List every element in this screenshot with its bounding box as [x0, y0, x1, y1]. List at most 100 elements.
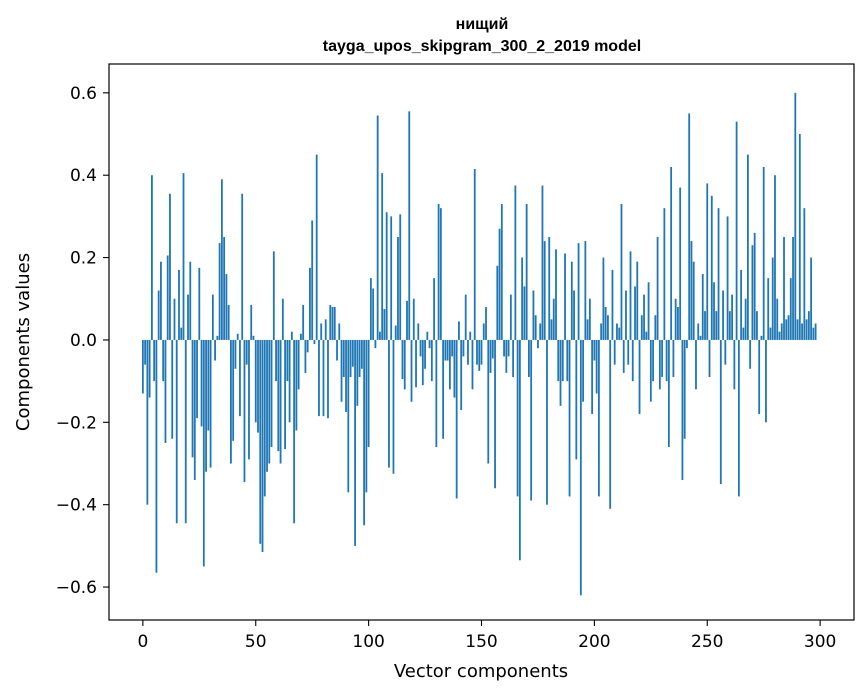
bar-109 [388, 339, 390, 468]
bar-78 [318, 339, 320, 417]
bar-224 [647, 282, 650, 340]
bar-128 [430, 339, 433, 382]
bar-83 [329, 304, 332, 340]
bar-65 [288, 339, 291, 423]
bar-164 [512, 339, 515, 378]
bar-259 [726, 216, 729, 340]
y-tick-label: −0.6 [56, 578, 97, 598]
bar-103 [374, 339, 377, 349]
bar-246 [697, 323, 700, 340]
bar-197 [586, 319, 589, 340]
bar-53 [261, 339, 264, 553]
y-tick-label: 0.6 [70, 84, 97, 104]
bar-280 [774, 175, 776, 340]
x-tick-label: 50 [245, 632, 267, 652]
bar-267 [744, 298, 747, 340]
bar-76 [313, 339, 316, 345]
bar-202 [597, 339, 600, 497]
bar-220 [638, 339, 641, 415]
bar-279 [771, 257, 774, 340]
bar-111 [392, 339, 395, 474]
bar-90 [345, 339, 347, 413]
bar-238 [679, 187, 682, 340]
bar-119 [410, 339, 413, 402]
bar-182 [552, 298, 555, 340]
bar-134 [444, 339, 447, 361]
bar-10 [164, 339, 167, 443]
bar-148 [476, 339, 478, 365]
bar-136 [448, 339, 451, 390]
y-axis-ticks: −0.6 −0.4 −0.2 0.0 0.2 0.4 0.6 [56, 84, 109, 598]
bar-61 [279, 339, 282, 464]
bar-165 [514, 185, 517, 340]
bar-270 [751, 245, 754, 340]
bar-225 [649, 339, 652, 402]
bar-101 [369, 278, 372, 340]
chart-title: нищий [456, 16, 509, 33]
bar-34 [218, 243, 221, 340]
bar-20 [187, 294, 189, 340]
x-axis-ticks: 0 50 100 150 200 250 300 [137, 620, 836, 652]
bar-74 [309, 267, 311, 340]
bar-191 [573, 290, 575, 340]
bar-196 [584, 241, 587, 340]
bar-2 [146, 339, 149, 505]
bar-268 [746, 154, 749, 340]
x-tick-label: 0 [137, 632, 148, 652]
bar-141 [460, 339, 463, 410]
bar-25 [198, 267, 201, 340]
bar-218 [634, 286, 636, 340]
bar-239 [681, 339, 684, 480]
bar-298 [814, 323, 817, 340]
bar-112 [394, 325, 397, 340]
bar-115 [401, 339, 404, 380]
bar-35 [220, 179, 223, 340]
bar-28 [205, 339, 207, 472]
bar-233 [667, 339, 670, 448]
bar-113 [397, 236, 399, 340]
bar-245 [695, 339, 697, 390]
bar-253 [713, 282, 715, 340]
bar-68 [295, 339, 298, 431]
bar-97 [360, 339, 363, 369]
bar-130 [435, 339, 438, 448]
bar-155 [491, 339, 494, 359]
bar-140 [458, 321, 460, 340]
bar-30 [209, 339, 212, 468]
bar-177 [541, 185, 544, 340]
bar-9 [162, 339, 165, 382]
bar-167 [518, 339, 521, 561]
bar-292 [801, 323, 803, 340]
bar-207 [609, 339, 612, 509]
bar-179 [546, 339, 548, 505]
bar-173 [532, 290, 535, 340]
bar-231 [663, 208, 666, 340]
bar-69 [297, 339, 300, 390]
bar-123 [419, 339, 422, 357]
bar-166 [516, 339, 519, 497]
y-axis-label: Components values [13, 253, 34, 431]
bar-58 [272, 251, 275, 340]
bar-29 [207, 339, 210, 431]
bar-219 [636, 261, 639, 340]
bar-92 [349, 339, 352, 378]
bar-240 [683, 339, 686, 439]
bar-151 [482, 323, 485, 340]
bar-249 [704, 311, 706, 340]
bar-139 [455, 339, 458, 499]
bar-99 [365, 339, 368, 493]
bar-106 [381, 173, 384, 340]
x-tick-label: 300 [804, 632, 836, 652]
bar-59 [275, 339, 277, 382]
bar-295 [807, 311, 810, 340]
bar-138 [453, 339, 456, 398]
bar-124 [421, 339, 424, 386]
bar-142 [462, 339, 465, 357]
bar-40 [232, 339, 235, 441]
bar-4 [150, 175, 153, 340]
bar-211 [618, 327, 621, 340]
bar-289 [794, 92, 797, 340]
bar-216 [629, 251, 632, 340]
bar-3 [148, 339, 151, 398]
bar-19 [184, 339, 187, 524]
